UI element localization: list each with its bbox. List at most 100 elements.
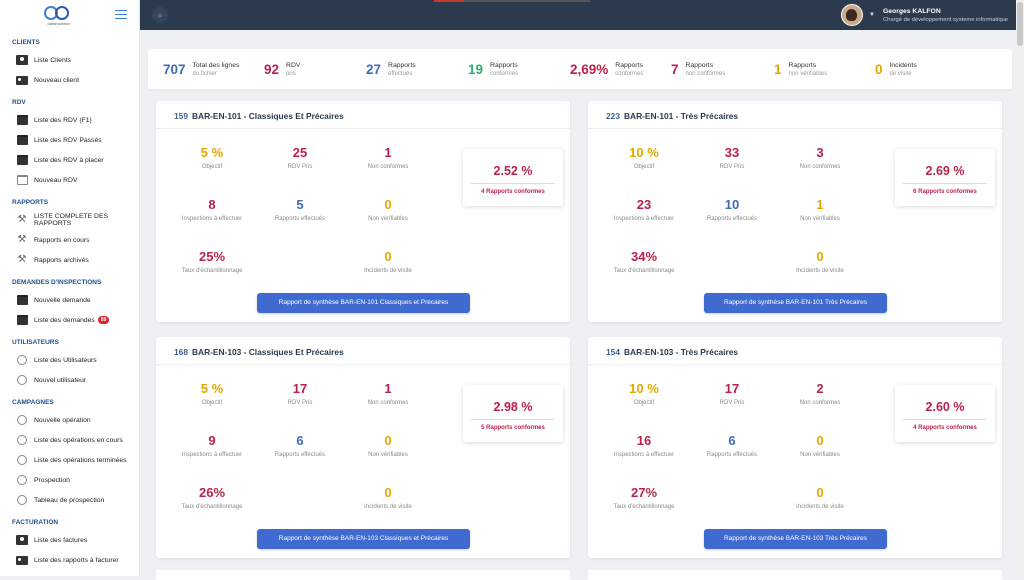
metric-value: 25: [292, 145, 308, 160]
next-card-edge: [588, 570, 1002, 580]
chevron-down-icon[interactable]: ▼: [869, 12, 875, 18]
sidebar-item[interactable]: Nouveau client: [0, 70, 139, 90]
metric-label: Rapports effectués: [706, 216, 758, 222]
synthesis-report-button[interactable]: Rapport de synthèse BAR-EN-101 Classique…: [257, 293, 470, 313]
metric-label: Objectif: [201, 164, 223, 170]
stat-rdv-pris: 92 RDV pris: [264, 49, 300, 89]
metric-label: Taux d'échantillonnage: [181, 268, 243, 274]
sidebar-item[interactable]: Nouvelle opération: [0, 410, 139, 430]
next-card-edge: [156, 570, 570, 580]
stat-value: 707: [163, 61, 186, 77]
logo-bar: datamaintion: [0, 0, 139, 30]
sidebar-item[interactable]: Tableau de prospection: [0, 490, 139, 510]
conformity-box: 2.98 % 5 Rapports conformes: [463, 385, 563, 442]
stat-sublabel: pris: [286, 70, 296, 77]
metric-label: Taux d'échantillonnage: [613, 268, 675, 274]
sidebar-item[interactable]: Liste des factures: [0, 530, 139, 550]
sidebar-item[interactable]: Nouvelle demande: [0, 290, 139, 310]
stat-sublabel: conformes: [615, 70, 644, 77]
id-card-icon: [16, 555, 28, 566]
metric-eff: 5 Rapports effectués: [260, 197, 340, 222]
sidebar-item[interactable]: ⚒ Rapports en cours: [0, 230, 139, 250]
metric-nonverif: 0 Non vérifiables: [780, 433, 860, 458]
operation-card: 159 BAR-EN-101 - Classiques Et Précaires 5…: [156, 101, 570, 322]
metric-value: 17: [724, 381, 740, 396]
metric-value: 0: [816, 485, 824, 500]
metric-label: Rapports effectués: [274, 216, 326, 222]
metric-value: 0: [816, 249, 824, 264]
metric-label: Non conformes: [799, 400, 841, 406]
synthesis-report-button[interactable]: Rapport de synthèse BAR-EN-103 Très Préc…: [704, 529, 887, 549]
sidebar-item[interactable]: Liste des demandes 89: [0, 310, 139, 330]
conformity-label: 5 Rapports conformes: [481, 425, 545, 431]
metric-label: Incidents de visite: [796, 268, 844, 274]
top-strip: [434, 0, 590, 2]
metric-value: 9: [208, 433, 216, 448]
menu-toggle-icon[interactable]: [115, 10, 127, 19]
sidebar-item[interactable]: Nouvel utilisateur: [0, 370, 139, 390]
user-card-icon: [16, 535, 28, 546]
sidebar-item[interactable]: ⚒ Rapports archivés: [0, 250, 139, 270]
sidebar-item-label: Nouvel utilisateur: [34, 376, 87, 384]
circle-icon: [16, 475, 28, 486]
stat-sublabel: conformes: [490, 70, 519, 77]
metric-insp: 23 Inspections à effectuer: [604, 197, 684, 222]
metric-objectif: 5 % Objectif: [172, 381, 252, 406]
metric-label: RDV Pris: [287, 164, 313, 170]
sidebar-item[interactable]: ⚒ LISTE COMPLETE DES RAPPORTS: [0, 210, 139, 230]
sidebar-item-label: Liste des Utilisateurs: [34, 356, 97, 364]
sidebar-item-label: LISTE COMPLETE DES RAPPORTS: [34, 213, 109, 227]
sidebar: datamaintion CLIENTS Liste Clients Nouveau…: [0, 0, 140, 576]
sidebar-item[interactable]: Liste des RDV Passés: [0, 130, 139, 150]
metric-value: 3: [816, 145, 824, 160]
metric-label: Incidents de visite: [796, 504, 844, 510]
metric-label: Inspections à effectuer: [181, 216, 243, 222]
sidebar-item-label: Nouvelle opération: [34, 416, 91, 424]
sidebar-item[interactable]: Liste des opérations en cours: [0, 430, 139, 450]
circle-icon: [16, 435, 28, 446]
sidebar-item-label: Rapports archivés: [34, 256, 89, 264]
user-menu[interactable]: ▼ Georges KALFON Chargé de développement…: [841, 4, 1008, 26]
metric-eff: 6 Rapports effectués: [260, 433, 340, 458]
scrollbar-thumb[interactable]: [1017, 2, 1023, 46]
card-count: 159: [174, 111, 188, 121]
sidebar-item[interactable]: Liste des RDV à placer: [0, 150, 139, 170]
sidebar-item[interactable]: Liste des Utilisateurs: [0, 350, 139, 370]
sidebar-item[interactable]: Liste des RDV (F1): [0, 110, 139, 130]
metric-value: 23: [636, 197, 652, 212]
search-icon[interactable]: ⌕: [152, 7, 168, 23]
calendar-icon: [16, 295, 28, 306]
metric-value: 33: [724, 145, 740, 160]
stat-value: 7: [671, 61, 679, 77]
sidebar-item-label: Liste des RDV (F1): [34, 116, 92, 124]
metric-value: 1: [384, 381, 392, 396]
synthesis-report-button[interactable]: Rapport de synthèse BAR-EN-101 Très Préc…: [704, 293, 887, 313]
synthesis-report-button[interactable]: Rapport de synthèse BAR-EN-103 Classique…: [257, 529, 470, 549]
stat-value: 2,69%: [570, 61, 609, 77]
stat-pct-conformes: 2,69% Rapports conformes: [570, 49, 643, 89]
sidebar-item[interactable]: Liste des opérations terminées: [0, 450, 139, 470]
metric-eff: 6 Rapports effectués: [692, 433, 772, 458]
avatar[interactable]: [841, 4, 864, 26]
metric-label: Inspections à effectuer: [613, 452, 675, 458]
metric-label: Objectif: [633, 164, 655, 170]
sidebar-item-label: Liste des factures: [34, 536, 88, 544]
metric-value: 5: [296, 197, 304, 212]
sidebar-item-label: Liste des rapports à facturer: [34, 556, 119, 564]
sidebar-item[interactable]: Liste Clients: [0, 50, 139, 70]
operation-card: 223 BAR-EN-101 - Très Précaires 10 % Object…: [588, 101, 1002, 322]
metric-label: RDV Pris: [719, 400, 745, 406]
metric-incidents: 0 Incidents de visite: [348, 249, 428, 274]
metric-label: Non conformes: [367, 164, 409, 170]
sidebar-item[interactable]: Prospection: [0, 470, 139, 490]
sidebar-item[interactable]: Liste des rapports à facturer: [0, 550, 139, 570]
stat-incidents: 0 Incidents de visite: [875, 49, 917, 89]
page-scrollbar[interactable]: [1016, 0, 1024, 576]
sidebar-item-label: Nouveau client: [34, 76, 79, 84]
user-card-icon: [16, 55, 28, 66]
metric-insp: 16 Inspections à effectuer: [604, 433, 684, 458]
metric-value: 0: [384, 249, 392, 264]
sidebar-item[interactable]: Nouveau RDV: [0, 170, 139, 190]
brand-logo[interactable]: datamaintion: [44, 4, 72, 26]
metric-label: Incidents de visite: [364, 268, 412, 274]
